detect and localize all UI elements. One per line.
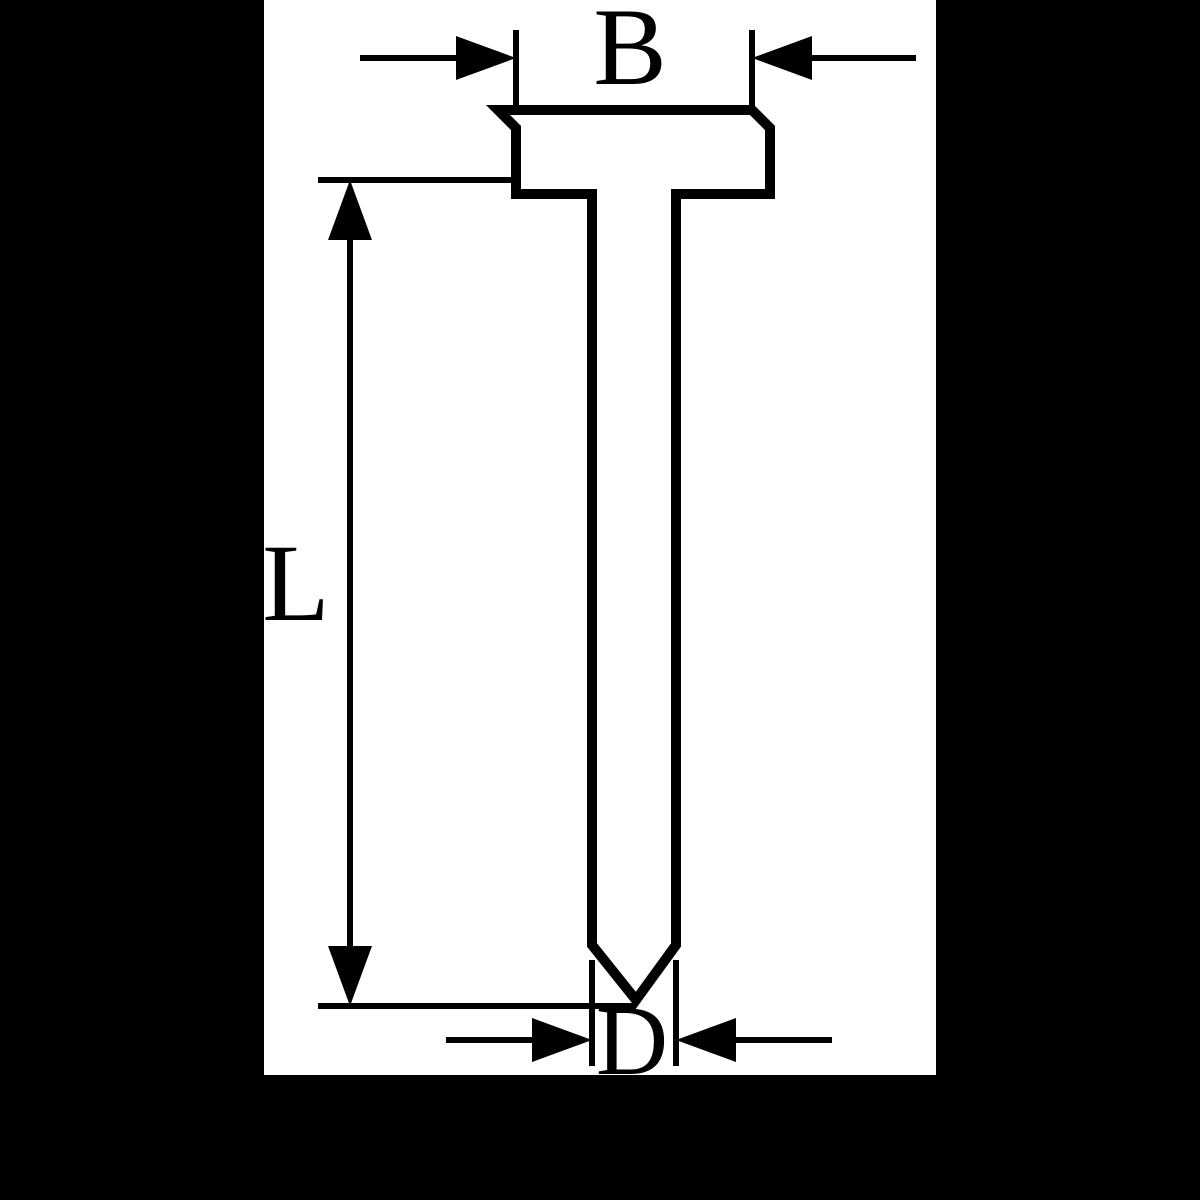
dim-D-arrow-right	[676, 1018, 736, 1062]
dimension-diagram: B L D	[264, 0, 936, 1075]
dim-D-arrow-left	[532, 1018, 592, 1062]
drawing-canvas: B L D	[264, 0, 936, 1075]
dim-B-arrow-right	[752, 36, 812, 80]
dim-L-arrow-top	[328, 180, 372, 240]
dim-L-label: L	[264, 522, 330, 644]
nail-outline	[498, 110, 770, 1000]
dim-B-label: B	[593, 0, 666, 108]
dim-B-arrow-left	[456, 36, 516, 80]
dim-D-label: D	[596, 985, 668, 1075]
dim-L-arrow-bottom	[328, 946, 372, 1006]
